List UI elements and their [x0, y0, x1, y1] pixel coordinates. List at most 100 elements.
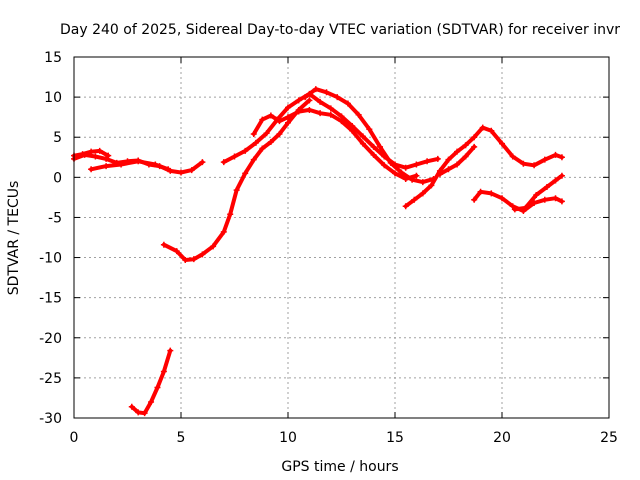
data-point	[141, 410, 148, 417]
data-point	[511, 206, 518, 213]
data-point	[541, 156, 548, 163]
data-point	[477, 188, 484, 195]
data-point	[370, 151, 377, 158]
data-point	[88, 166, 95, 173]
x-tick-label: 15	[386, 430, 404, 446]
data-point	[338, 118, 345, 125]
data-point	[242, 170, 249, 177]
data-point	[424, 158, 431, 165]
data-point	[543, 183, 550, 190]
data-point	[323, 89, 330, 96]
series-arc-9	[402, 124, 565, 210]
data-point	[92, 153, 99, 160]
y-tick-label: -5	[48, 210, 62, 226]
data-series	[71, 86, 565, 417]
data-point	[387, 159, 394, 166]
data-point	[488, 127, 495, 134]
data-point	[402, 164, 409, 171]
data-point	[259, 116, 266, 123]
data-point	[445, 166, 452, 173]
data-point	[334, 94, 341, 101]
data-point	[409, 176, 416, 183]
data-point	[552, 151, 559, 158]
series-arc-3	[88, 158, 172, 173]
data-point	[103, 155, 110, 162]
data-point	[295, 97, 302, 104]
data-point	[317, 98, 324, 105]
data-point	[436, 171, 443, 178]
data-point	[377, 143, 384, 150]
y-axis-label: SDTVAR / TECUs	[6, 181, 22, 296]
data-point	[188, 167, 195, 174]
data-point	[259, 145, 266, 152]
data-point	[199, 251, 206, 258]
data-point	[398, 169, 405, 176]
data-point	[312, 86, 319, 93]
y-tick-label: -30	[39, 411, 62, 427]
data-point	[359, 140, 366, 147]
data-point	[220, 159, 227, 166]
series-line	[403, 125, 564, 209]
data-point	[520, 160, 527, 167]
data-point	[199, 159, 206, 166]
data-point	[381, 162, 388, 169]
data-point	[531, 162, 538, 169]
data-point	[154, 384, 161, 391]
data-point	[454, 148, 461, 155]
data-point	[552, 195, 559, 202]
data-point	[252, 139, 259, 146]
data-point	[413, 161, 420, 168]
data-point	[285, 114, 291, 121]
data-point	[160, 241, 167, 248]
data-point	[533, 191, 540, 198]
data-point	[499, 195, 505, 202]
data-point	[105, 152, 112, 159]
y-tick-label: 0	[53, 170, 62, 186]
data-point	[327, 111, 334, 118]
data-point	[392, 170, 398, 177]
data-point	[411, 196, 418, 203]
series-arc-12	[511, 172, 565, 213]
data-point	[242, 147, 249, 154]
data-point	[295, 106, 302, 113]
data-point	[250, 156, 257, 163]
data-point	[233, 187, 240, 194]
x-tick-label: 20	[493, 430, 511, 446]
y-tick-label: 15	[44, 50, 62, 66]
data-point	[359, 133, 366, 140]
data-point	[250, 131, 257, 138]
data-point	[306, 106, 313, 113]
y-tick-label: -25	[39, 371, 62, 387]
plot-frame	[73, 56, 610, 419]
data-point	[366, 126, 373, 133]
data-point	[471, 143, 478, 150]
data-point	[227, 211, 234, 218]
data-point	[471, 196, 478, 203]
data-point	[355, 111, 362, 118]
data-point	[552, 177, 559, 184]
data-point	[488, 190, 495, 197]
data-point	[428, 182, 435, 189]
data-point	[509, 203, 516, 210]
data-point	[96, 147, 103, 154]
data-point	[135, 409, 142, 416]
data-point	[402, 203, 409, 210]
data-point	[454, 161, 461, 168]
data-point	[285, 119, 291, 126]
data-point	[306, 97, 313, 104]
series-arc-7	[160, 97, 313, 263]
data-point	[541, 196, 548, 203]
data-point	[349, 127, 356, 134]
data-point	[220, 228, 227, 235]
data-point	[434, 155, 441, 162]
data-point	[462, 142, 469, 149]
data-point	[231, 153, 238, 160]
data-point	[285, 104, 291, 111]
data-point	[499, 140, 505, 147]
x-axis-label: GPS time / hours	[281, 459, 398, 475]
data-point	[267, 139, 274, 146]
data-point	[419, 190, 426, 197]
x-tick-label: 25	[600, 430, 618, 446]
